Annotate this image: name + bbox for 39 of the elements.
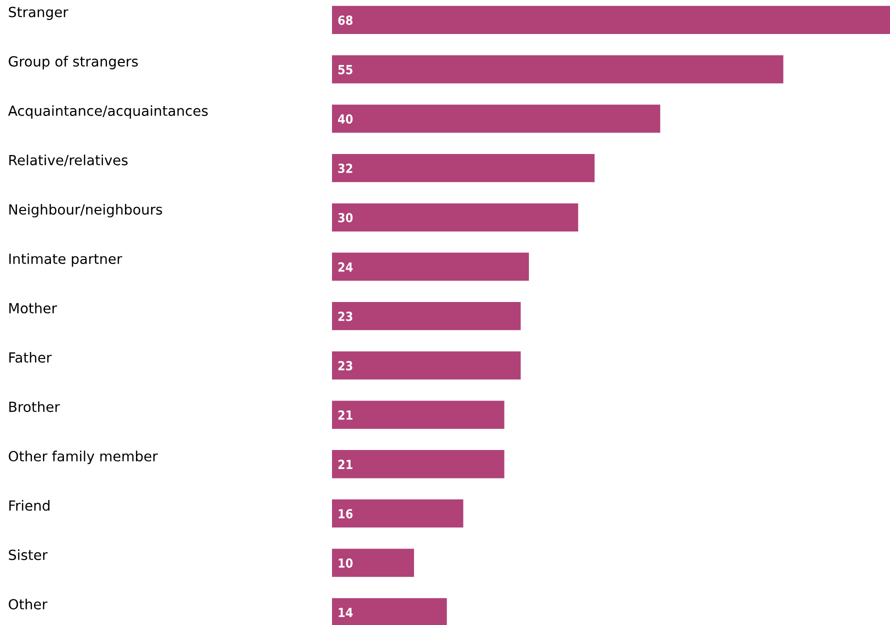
bar — [332, 6, 890, 34]
bar — [332, 499, 464, 528]
bar — [332, 598, 447, 625]
data-label: 23 — [338, 360, 352, 370]
y-tick-label: Relative/relatives — [9, 154, 128, 166]
data-label: 40 — [338, 114, 353, 124]
data-label: 68 — [338, 16, 352, 25]
bar — [332, 450, 504, 478]
bar — [332, 55, 784, 84]
y-tick-label: Sister — [8, 549, 48, 560]
y-tick-label: Group of strangers — [8, 56, 138, 70]
y-tick-label: Friend — [9, 500, 50, 511]
bar — [332, 203, 578, 232]
data-label: 30 — [338, 212, 353, 222]
bar — [332, 104, 660, 133]
bar — [332, 154, 595, 182]
bar — [332, 302, 521, 330]
bar — [332, 400, 504, 429]
bar — [332, 351, 521, 380]
data-label: 10 — [338, 558, 353, 568]
data-label: 21 — [338, 460, 352, 469]
y-tick-label: Stranger — [8, 6, 68, 20]
y-tick-label: Neighbour/neighbours — [9, 204, 162, 218]
y-tick-label: Other — [8, 598, 48, 610]
y-tick-label: Other family member — [8, 450, 158, 464]
bar — [332, 548, 414, 577]
data-label: 32 — [338, 164, 352, 174]
y-tick-label: Intimate partner — [9, 253, 122, 267]
y-tick-label: Brother — [9, 401, 60, 412]
y-tick-label: Acquaintance/acquaintances — [8, 105, 208, 119]
data-label: 16 — [338, 509, 353, 518]
data-label: 23 — [338, 312, 352, 322]
data-label: 21 — [338, 410, 352, 420]
y-tick-label: Father — [9, 352, 52, 363]
data-label: 55 — [338, 65, 352, 74]
bar — [332, 252, 529, 281]
data-label: 24 — [338, 262, 353, 272]
data-label: 14 — [338, 608, 353, 618]
y-tick-label: Mother — [9, 302, 57, 314]
